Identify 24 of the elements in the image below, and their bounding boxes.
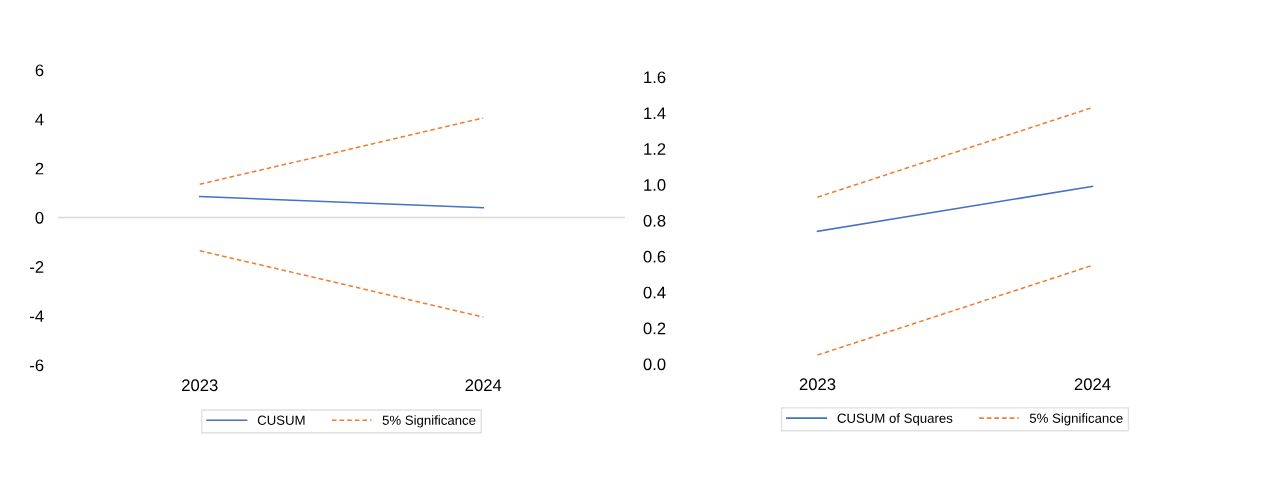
- y-tick-label: 1.0: [644, 179, 666, 191]
- y-tick-label: 6: [35, 64, 44, 77]
- legend-label: 5% Significance: [1029, 413, 1123, 426]
- legend-label: CUSUM: [257, 415, 305, 425]
- y-tick-label: -6: [30, 359, 44, 372]
- x-tick-label: 2024: [1074, 378, 1111, 391]
- x-tick-label: 2023: [182, 379, 218, 392]
- y-tick-label: -4: [30, 310, 44, 322]
- y-tick-label: 0.0: [643, 358, 666, 371]
- y-tick-label: 1.6: [644, 71, 666, 84]
- x-tick-label: 2024: [465, 379, 502, 392]
- y-tick-label: 1.2: [644, 143, 666, 155]
- y-tick-label: 2: [35, 162, 44, 175]
- y-tick-label: 1.4: [644, 107, 666, 119]
- y-tick-label: 0.6: [643, 250, 666, 263]
- legend-label: 5% Significance: [382, 415, 476, 428]
- y-tick-label: 0.8: [643, 214, 666, 227]
- legend-label: CUSUM of Squares: [837, 413, 953, 426]
- y-tick-label: 0.4: [643, 286, 666, 299]
- x-tick-label: 2023: [799, 378, 836, 391]
- y-tick-label: 0.2: [643, 322, 666, 335]
- y-tick-label: 4: [35, 113, 44, 126]
- y-tick-label: 0: [35, 211, 44, 224]
- y-tick-label: -2: [30, 261, 44, 273]
